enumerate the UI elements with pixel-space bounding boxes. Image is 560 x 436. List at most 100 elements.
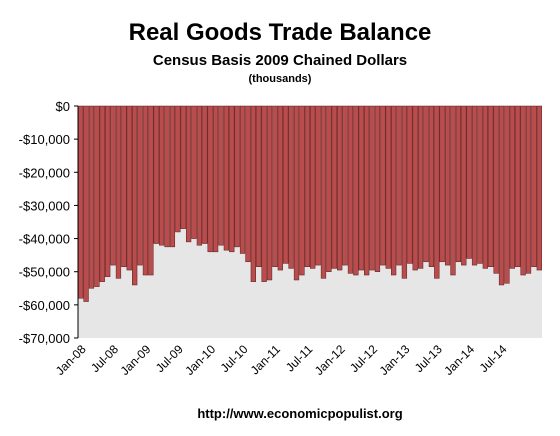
bar <box>175 105 181 233</box>
bar <box>423 105 429 263</box>
x-tick-label: Jul-09 <box>153 342 186 375</box>
bar <box>525 105 532 274</box>
x-tick-label: Jul-10 <box>218 342 251 375</box>
bar <box>212 105 219 253</box>
x-tick-label: Jan-08 <box>53 342 89 378</box>
bar <box>466 105 472 259</box>
bar <box>234 105 240 248</box>
bar <box>310 105 316 269</box>
bar <box>250 105 256 282</box>
bar <box>148 105 154 276</box>
bar <box>94 105 100 287</box>
x-tick-label: Jan-13 <box>377 342 413 378</box>
bar <box>391 105 397 276</box>
bar <box>471 105 478 266</box>
bar <box>153 105 159 244</box>
bar <box>126 105 132 271</box>
bar <box>142 105 149 276</box>
bar <box>88 105 95 289</box>
bar <box>337 105 343 271</box>
bar <box>299 105 305 276</box>
bar <box>536 105 542 271</box>
bar <box>202 105 208 244</box>
x-tick-label: Jan-11 <box>248 342 283 377</box>
bar <box>159 105 165 246</box>
bar <box>369 105 375 271</box>
bar <box>83 105 89 302</box>
x-tick-label: Jul-11 <box>283 342 316 375</box>
bar <box>229 105 235 253</box>
y-tick-label: -$30,000 <box>19 198 70 213</box>
bar <box>515 105 521 267</box>
bar <box>461 105 467 266</box>
bar <box>185 105 192 243</box>
bar <box>223 105 229 251</box>
bar <box>364 105 370 276</box>
bar <box>331 105 337 269</box>
bar <box>239 105 246 254</box>
x-tick-label: Jul-08 <box>88 342 121 375</box>
bar <box>531 105 537 267</box>
chart-title: Real Goods Trade Balance <box>129 19 432 46</box>
bar <box>358 105 364 271</box>
bar <box>266 105 273 281</box>
bar <box>450 105 456 276</box>
chart-unit-note: (thousands) <box>249 73 312 85</box>
bar <box>509 105 515 269</box>
bar <box>283 105 289 264</box>
bar <box>191 105 197 239</box>
bar <box>417 105 424 269</box>
bar <box>288 105 294 269</box>
bar <box>380 105 386 266</box>
bar <box>353 105 359 276</box>
bar <box>105 105 111 277</box>
bar <box>498 105 505 286</box>
bar <box>493 105 499 274</box>
bar <box>482 105 488 269</box>
y-axis: $0 -$10,000 -$20,000 -$30,000 -$40,000 -$50,0… <box>19 99 78 346</box>
x-tick-label: Jan-09 <box>118 342 154 378</box>
bar <box>115 105 122 279</box>
bar <box>444 105 451 266</box>
x-tick-label: Jul-13 <box>412 342 445 375</box>
bar <box>78 105 84 299</box>
bar <box>261 105 267 282</box>
bar <box>396 105 402 266</box>
bar <box>137 105 143 266</box>
x-tick-label: Jan-14 <box>441 342 477 378</box>
x-tick-label: Jul-12 <box>347 342 380 375</box>
bar <box>315 105 321 266</box>
bar <box>256 105 262 267</box>
bar <box>304 105 310 267</box>
y-tick-label: -$50,000 <box>19 265 70 280</box>
bar <box>439 105 445 263</box>
y-tick-label: -$20,000 <box>19 165 70 180</box>
bar <box>180 105 186 229</box>
y-tick-label: -$40,000 <box>19 232 70 247</box>
bar <box>196 105 203 246</box>
bar <box>434 105 440 279</box>
x-tick-label: Jan-12 <box>312 342 348 378</box>
footer-url: http://www.economicpopulist.org <box>197 406 402 421</box>
y-tick-label: -$60,000 <box>19 298 70 313</box>
bar <box>488 105 494 267</box>
y-tick-label: -$70,000 <box>19 331 70 346</box>
bar <box>207 105 213 253</box>
bar <box>320 105 327 279</box>
bar <box>428 105 435 267</box>
bar <box>272 105 278 267</box>
bar <box>326 105 332 272</box>
bar <box>277 105 283 271</box>
bar <box>99 105 105 282</box>
bar <box>455 105 461 263</box>
bar <box>504 105 510 284</box>
bar <box>342 105 348 266</box>
bar <box>164 105 170 248</box>
y-tick-label: $0 <box>56 99 70 114</box>
bar <box>477 105 483 264</box>
bar <box>132 105 138 286</box>
bar <box>347 105 354 274</box>
bar <box>121 105 127 267</box>
